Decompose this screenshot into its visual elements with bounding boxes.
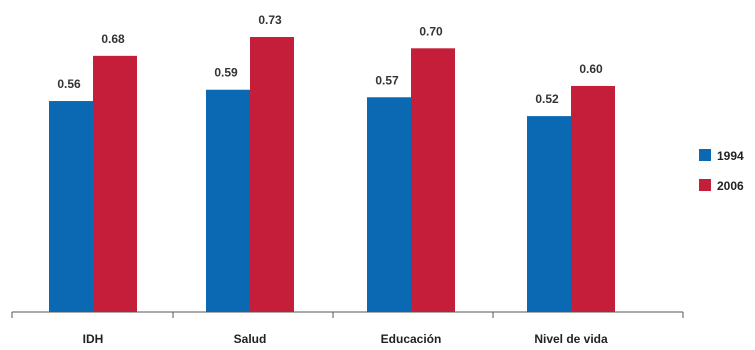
data-label: 0.57	[375, 73, 399, 87]
legend-label: 2006	[717, 179, 744, 193]
bar-1994-2	[367, 97, 411, 312]
legend-label: 1994	[717, 149, 744, 163]
bar-1994-3	[527, 116, 571, 312]
category-labels-group: IDH Salud Educación Nivel de vida	[83, 332, 608, 346]
bar-1994-0	[49, 101, 93, 312]
data-label: 0.70	[419, 24, 443, 38]
bar-1994-1	[206, 89, 250, 313]
data-label: 0.59	[214, 66, 238, 80]
x-axis	[11, 311, 684, 318]
category-label: Educación	[381, 332, 442, 346]
bar-2006-2	[411, 48, 455, 313]
category-label: Nivel de vida	[534, 332, 608, 346]
bars-group	[49, 37, 615, 313]
data-label: 0.73	[258, 13, 282, 27]
data-label: 0.52	[535, 92, 559, 106]
legend-swatch-1994	[699, 149, 711, 161]
bar-2006-1	[250, 37, 294, 312]
bar-2006-0	[93, 55, 137, 312]
legend: 1994 2006	[699, 149, 744, 193]
data-label: 0.56	[57, 77, 81, 91]
bar-2006-3	[571, 85, 615, 313]
legend-swatch-2006	[699, 179, 711, 191]
data-label: 0.60	[579, 62, 603, 76]
data-label: 0.68	[101, 32, 125, 46]
category-label: IDH	[83, 332, 104, 346]
value-labels-group: 0.56 0.68 0.59 0.73 0.57 0.70 0.52 0.60	[57, 13, 603, 106]
category-label: Salud	[234, 332, 267, 346]
